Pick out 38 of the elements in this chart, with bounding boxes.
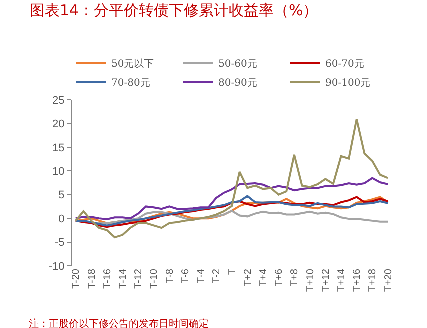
y-tick-label: -10	[48, 260, 65, 273]
x-tick-label: T-6	[180, 268, 192, 284]
legend-label: 80-90元	[218, 78, 258, 90]
legend-label: 50-60元	[218, 59, 258, 70]
x-tick-label: T+16	[352, 268, 364, 292]
y-tick-label: 25	[52, 94, 65, 107]
y-tick-label: 15	[52, 142, 65, 154]
x-tick-label: T+6	[274, 268, 286, 287]
y-tick-label: 0	[58, 213, 65, 226]
y-tick-label: -5	[55, 237, 65, 250]
x-tick-label: T	[227, 269, 238, 276]
x-tick-label: T+12	[320, 268, 332, 292]
x-tick-label: T+8	[290, 268, 301, 287]
y-tick-label: 5	[58, 190, 65, 202]
x-tick-label: T-20	[71, 268, 82, 290]
x-tick-label: T-14	[118, 268, 129, 290]
x-tick-label: T+20	[383, 268, 394, 292]
y-tick-label: 10	[52, 166, 65, 178]
line-series	[74, 177, 390, 221]
chart-title: 图表14：分平价转债下修累计收益率（%）	[30, 1, 318, 20]
x-tick-label: T+14	[336, 268, 348, 292]
x-tick-label: T+18	[368, 268, 379, 292]
x-tick-label: T+10	[305, 268, 316, 292]
legend-label: 50元以下	[112, 58, 154, 70]
x-tick-label: T-2	[212, 268, 223, 284]
y-tick-label: 20	[52, 118, 65, 131]
legend-label: 90-100元	[326, 78, 371, 90]
x-tick-label: T+4	[258, 268, 270, 287]
x-tick-label: T-4	[196, 268, 208, 284]
x-tick-label: T-16	[102, 268, 114, 290]
x-tick-label: T+2	[242, 268, 254, 287]
x-tick-label: T-8	[164, 268, 176, 284]
x-tick-label: T-12	[134, 268, 145, 290]
line-series	[74, 118, 390, 239]
x-tick-label: T-10	[149, 268, 160, 290]
legend-label: 70-80元	[112, 78, 150, 90]
x-tick-label: T-18	[86, 268, 98, 290]
legend-label: 60-70元	[326, 59, 364, 70]
